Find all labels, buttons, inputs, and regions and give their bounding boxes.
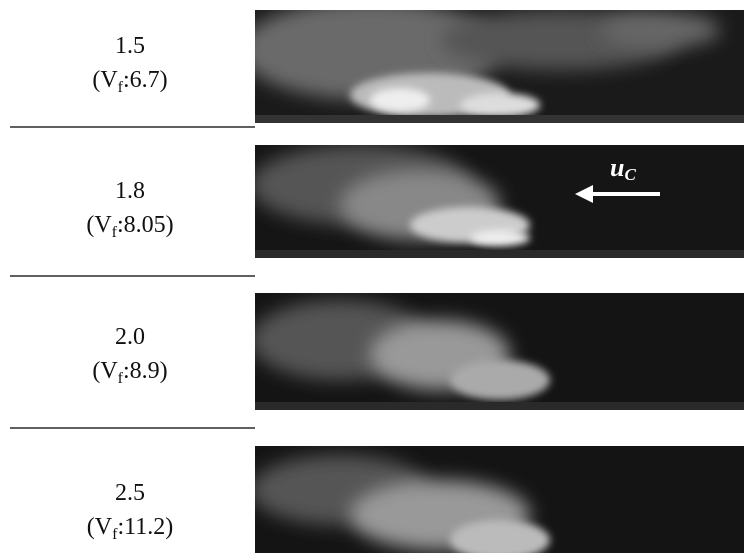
velocity-subscript: f	[112, 526, 118, 543]
row-value: 2.0	[115, 324, 145, 350]
row-velocity: (Vf:6.7)	[92, 67, 167, 96]
velocity-open: (V	[92, 358, 118, 384]
row-velocity: (Vf:8.9)	[92, 358, 167, 387]
velocity-rest: :8.05)	[117, 212, 174, 238]
velocity-subscript: f	[118, 79, 124, 96]
row-value: 1.8	[115, 178, 145, 204]
velocity-open: (V	[87, 514, 113, 540]
velocity-rest: :11.2)	[117, 514, 173, 540]
velocity-subscript: f	[118, 370, 124, 387]
velocity-open: (V	[86, 212, 112, 238]
velocity-open: (V	[92, 67, 118, 93]
annotation: uC	[610, 153, 636, 184]
flow-image	[255, 10, 744, 123]
flow-image	[255, 145, 744, 258]
flow-image	[255, 293, 744, 410]
annotation-subscript: C	[624, 165, 636, 184]
row-value: 2.5	[115, 480, 145, 506]
velocity-rest: :6.7)	[123, 67, 168, 93]
arrow-head	[575, 185, 593, 203]
velocity-rest: :8.9)	[123, 358, 168, 384]
row-velocity: (Vf:11.2)	[87, 514, 173, 543]
annotation-text: u	[610, 153, 624, 182]
row-velocity: (Vf:8.05)	[86, 212, 173, 241]
velocity-subscript: f	[112, 224, 118, 241]
row-value: 1.5	[115, 33, 145, 59]
flow-image	[255, 446, 744, 553]
